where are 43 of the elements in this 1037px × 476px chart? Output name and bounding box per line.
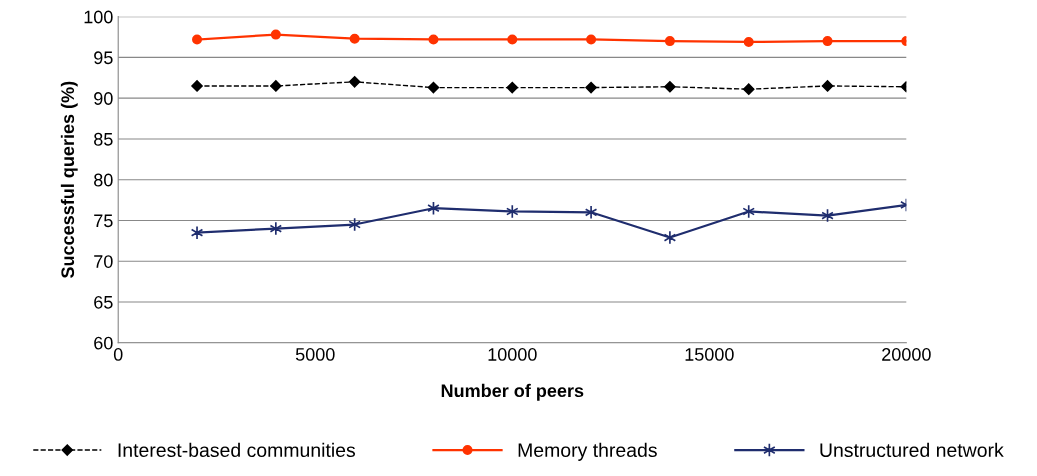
y-tick-label: 65 (94, 295, 113, 309)
y-tick-label: 95 (94, 51, 113, 65)
point (663, 230, 677, 245)
x-tick-label: 20000 (882, 348, 931, 361)
y-tick-label: 60 (94, 336, 113, 350)
x-axis-title: Number of peers (441, 383, 584, 401)
y-tick-label: 100 (84, 10, 113, 24)
y-tick-label: 80 (94, 173, 113, 187)
x-tick-label: 0 (113, 348, 123, 361)
point (506, 204, 519, 219)
point (821, 80, 834, 92)
x-tick-label: 5000 (295, 348, 335, 361)
point (743, 36, 754, 47)
point (270, 80, 282, 92)
point (192, 34, 203, 45)
y-tick-label: 70 (94, 255, 113, 268)
x-tick-label: 10000 (488, 348, 537, 361)
legend-label: Interest-based communities (118, 442, 356, 458)
y-tick-label: 85 (94, 132, 113, 146)
point (742, 83, 755, 95)
point (428, 34, 439, 45)
point (822, 36, 833, 47)
y-tick-label: 90 (94, 92, 113, 105)
point (585, 81, 597, 94)
y-tick-label: 75 (94, 214, 113, 228)
y-axis-title: Successful queries (%) (60, 81, 78, 278)
point (507, 34, 518, 45)
point (269, 221, 283, 236)
x-tick-label: 15000 (685, 348, 734, 361)
point (586, 34, 597, 45)
point (584, 205, 598, 220)
point (742, 204, 755, 219)
point (348, 76, 361, 88)
point (191, 80, 203, 92)
point (349, 33, 360, 44)
point (270, 29, 281, 40)
legend-label: Unstructured network (820, 442, 1004, 458)
point (506, 81, 519, 94)
point (664, 36, 675, 47)
point (664, 81, 676, 93)
legend-label: Memory threads (518, 442, 657, 461)
point (190, 225, 204, 240)
point (427, 81, 440, 94)
